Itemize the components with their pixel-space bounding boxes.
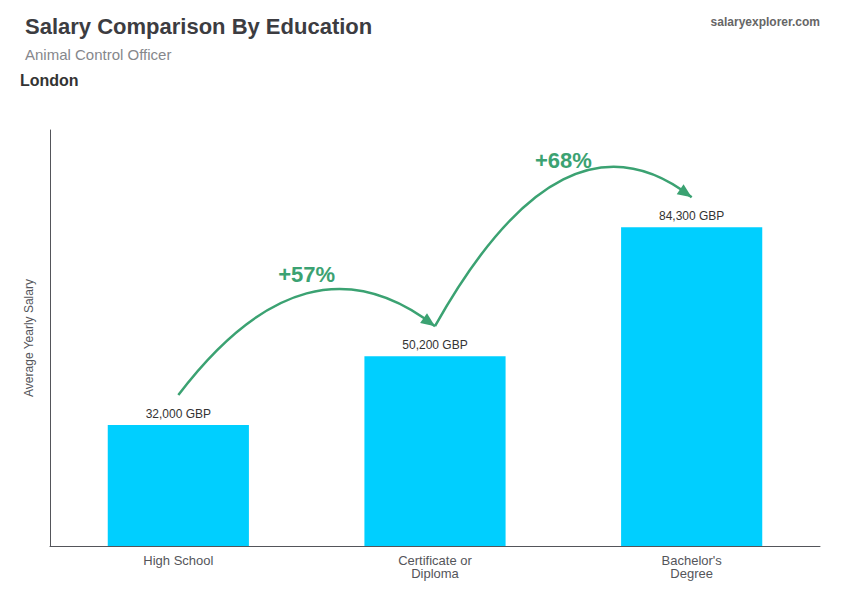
svg-text:84,300 GBP: 84,300 GBP	[659, 209, 724, 223]
svg-text:Average Yearly Salary: Average Yearly Salary	[22, 279, 36, 397]
svg-text:+68%: +68%	[535, 148, 592, 173]
svg-text:London: London	[20, 72, 79, 89]
svg-text:High School: High School	[143, 553, 213, 568]
svg-text:Salary Comparison By Education: Salary Comparison By Education	[25, 14, 372, 39]
svg-text:32,000 GBP: 32,000 GBP	[146, 407, 211, 421]
svg-text:salaryexplorer.com: salaryexplorer.com	[711, 15, 820, 29]
svg-text:Animal Control Officer: Animal Control Officer	[25, 46, 171, 63]
svg-text:+57%: +57%	[278, 262, 335, 287]
svg-text:Diploma: Diploma	[411, 566, 459, 581]
svg-text:50,200 GBP: 50,200 GBP	[402, 338, 467, 352]
svg-text:Certificate or: Certificate or	[398, 553, 472, 568]
svg-text:Degree: Degree	[670, 566, 713, 581]
svg-text:Bachelor's: Bachelor's	[661, 553, 722, 568]
